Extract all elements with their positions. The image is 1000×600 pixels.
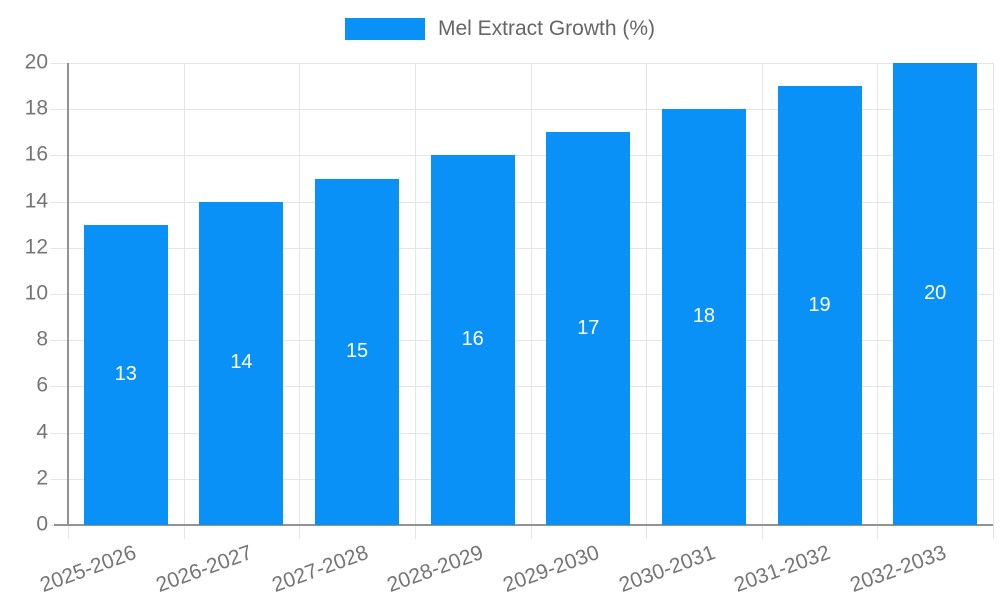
y-gridline [50,155,993,157]
bar-value-label: 18 [692,305,716,328]
bar-2028-2029[interactable] [430,155,515,525]
bar-2027-2028[interactable] [315,178,400,525]
x-tick-label: 2026-2027 [153,541,256,597]
x-gridline [877,63,879,539]
y-gridline [50,201,993,203]
y-gridline [50,294,993,295]
y-tick-label: 14 [24,189,48,213]
y-tick-label: 10 [24,281,48,305]
plot-area: 0 2 4 6 8 10 12 14 16 18 20 13 2025-2026 14 2026-2027 1… [25,51,994,597]
bar-2025-2026[interactable] [83,224,168,525]
bar-2029-2030[interactable] [546,132,631,525]
y-gridline [50,109,993,111]
y-gridline [50,432,993,434]
y-axis-line [67,63,69,525]
legend-swatch-icon [344,18,425,40]
bar-2031-2032[interactable] [777,86,862,525]
y-tick-label: 2 [36,466,48,490]
bar-value-label: 17 [577,316,600,339]
x-gridline [183,63,185,539]
y-tick-label: 16 [24,142,48,166]
y-tick-label: 12 [24,235,48,259]
bar-2026-2027[interactable] [199,201,284,525]
chart-legend[interactable]: Mel Extract Growth (%) [0,17,1000,41]
bar-value-label: 16 [461,328,484,351]
x-gridline [761,63,763,539]
x-tick-label: 2030-2031 [615,541,718,597]
y-gridline [50,478,993,480]
bar-value-label: 13 [114,362,137,385]
x-gridline [299,63,301,539]
y-gridline [50,247,993,249]
bar-value-label: 19 [808,293,831,316]
y-gridline [50,63,993,64]
y-gridline [50,340,993,342]
x-gridline [646,63,648,539]
x-gridline [414,63,416,539]
y-tick-label: 20 [24,50,48,74]
bar-value-label: 20 [924,282,947,304]
x-tick-label: 2027-2028 [268,541,371,597]
y-tick-label: 6 [36,373,48,397]
x-tick-label: 2032-2033 [846,541,950,597]
x-tick-label: 2025-2026 [37,541,140,597]
x-gridline [530,63,532,539]
y-tick-label: 8 [36,327,48,351]
bar-2030-2031[interactable] [661,109,746,525]
x-tick-label: 2031-2032 [731,541,834,597]
y-tick-label: 4 [36,420,48,444]
bar-value-label: 15 [345,339,369,362]
bar-value-label: 14 [230,351,253,374]
y-gridline [50,386,993,388]
bar-2032-2033[interactable] [893,63,978,525]
legend-label: Mel Extract Growth (%) [437,17,656,40]
x-tick-label: 2029-2030 [499,541,603,597]
x-tick-label: 2028-2029 [384,541,487,597]
y-tick-label: 18 [24,96,48,120]
y-tick-label: 0 [36,512,48,536]
x-axis-line [54,524,993,526]
x-gridline [993,63,994,539]
